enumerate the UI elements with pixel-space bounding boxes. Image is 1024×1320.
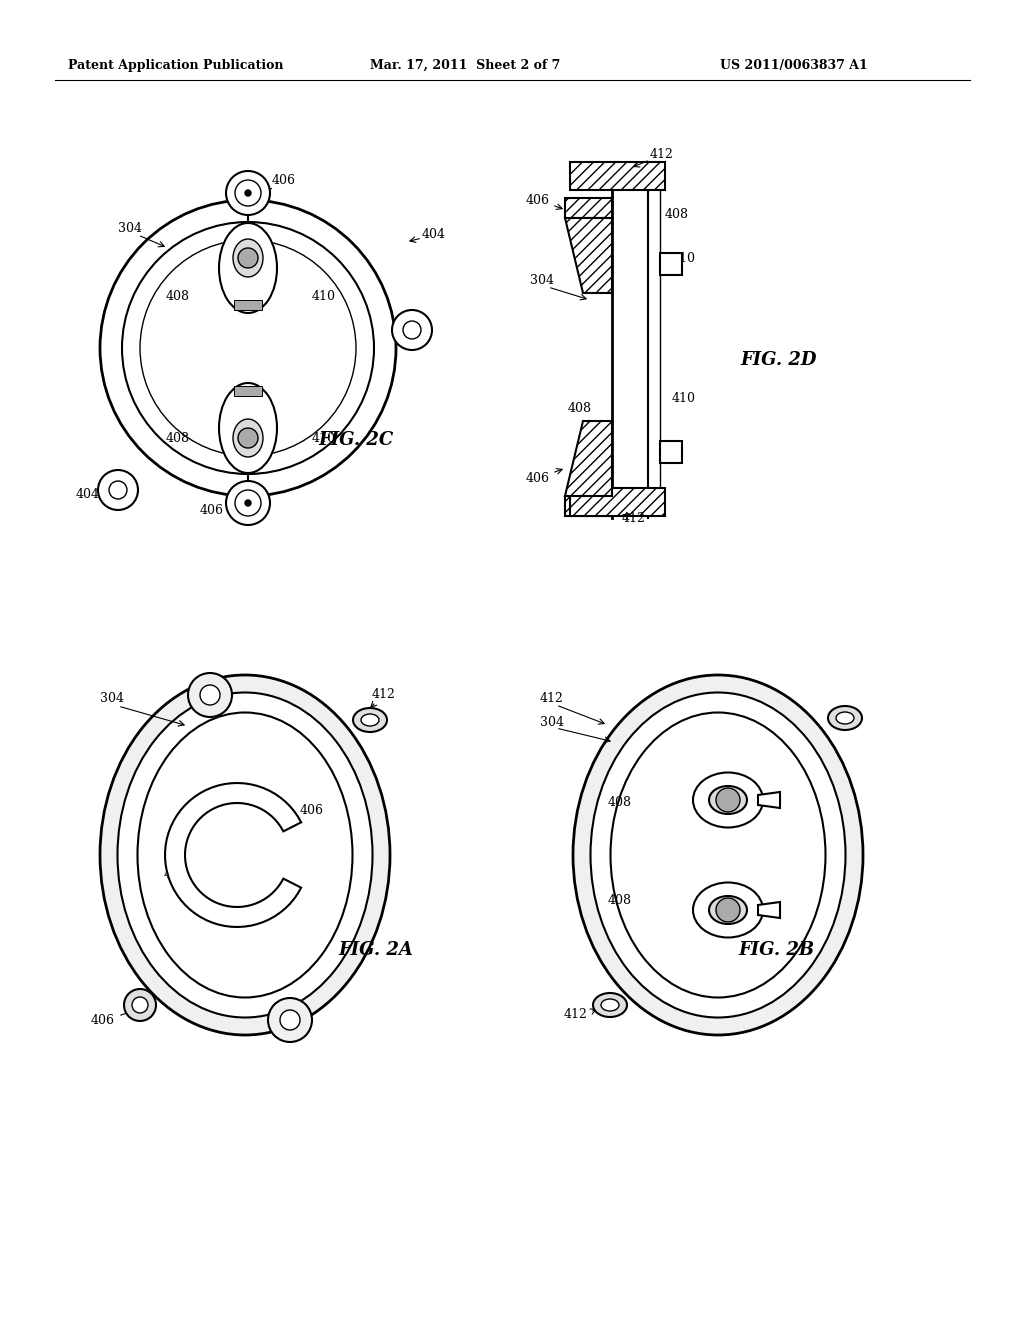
Circle shape [280, 1010, 300, 1030]
Polygon shape [565, 218, 612, 293]
Circle shape [100, 201, 396, 496]
Ellipse shape [836, 711, 854, 723]
Text: FIG. 2A: FIG. 2A [338, 941, 413, 960]
Circle shape [238, 248, 258, 268]
Text: 406: 406 [526, 471, 550, 484]
Text: 404: 404 [200, 676, 224, 689]
Text: 406: 406 [91, 1014, 115, 1027]
Text: Mar. 17, 2011  Sheet 2 of 7: Mar. 17, 2011 Sheet 2 of 7 [370, 58, 560, 71]
Ellipse shape [610, 713, 825, 998]
Text: 410: 410 [312, 289, 336, 302]
Ellipse shape [118, 693, 373, 1018]
Ellipse shape [137, 713, 352, 998]
Circle shape [716, 788, 740, 812]
Text: 406: 406 [300, 804, 324, 817]
Text: 404: 404 [268, 1006, 292, 1019]
Text: US 2011/0063837 A1: US 2011/0063837 A1 [720, 58, 867, 71]
Text: 406: 406 [526, 194, 550, 206]
Circle shape [268, 998, 312, 1041]
Text: FIG. 2B: FIG. 2B [738, 941, 814, 960]
Circle shape [392, 310, 432, 350]
Circle shape [716, 898, 740, 921]
Text: 408: 408 [568, 401, 592, 414]
Text: 408: 408 [665, 209, 689, 222]
Circle shape [188, 673, 232, 717]
Ellipse shape [361, 714, 379, 726]
Circle shape [245, 190, 251, 195]
Circle shape [109, 480, 127, 499]
Circle shape [234, 180, 261, 206]
Text: 410: 410 [672, 252, 696, 264]
Circle shape [226, 172, 270, 215]
Ellipse shape [709, 785, 746, 814]
Polygon shape [660, 253, 682, 275]
Ellipse shape [593, 993, 627, 1016]
Text: 406: 406 [272, 174, 296, 187]
Circle shape [132, 997, 148, 1012]
Text: 408: 408 [166, 432, 190, 445]
Text: 304: 304 [100, 692, 124, 705]
Ellipse shape [353, 708, 387, 733]
Text: 304: 304 [540, 715, 564, 729]
Polygon shape [570, 488, 665, 516]
Text: 408: 408 [166, 289, 190, 302]
Text: 412: 412 [540, 692, 564, 705]
Ellipse shape [233, 239, 263, 277]
Text: Patent Application Publication: Patent Application Publication [68, 58, 284, 71]
Polygon shape [565, 198, 612, 218]
Ellipse shape [573, 675, 863, 1035]
Text: 412: 412 [372, 689, 396, 701]
Ellipse shape [219, 223, 278, 313]
Text: 408: 408 [164, 869, 188, 882]
Text: 304: 304 [530, 273, 554, 286]
Ellipse shape [100, 675, 390, 1035]
Ellipse shape [591, 693, 846, 1018]
Circle shape [124, 989, 156, 1020]
Text: 406: 406 [200, 503, 224, 516]
Text: 404: 404 [76, 487, 100, 500]
Polygon shape [565, 421, 612, 496]
Polygon shape [660, 441, 682, 463]
Ellipse shape [693, 883, 763, 937]
Text: 410: 410 [672, 392, 696, 404]
Circle shape [234, 490, 261, 516]
Ellipse shape [709, 896, 746, 924]
Bar [234, 385, 262, 396]
Text: FIG. 2D: FIG. 2D [740, 351, 816, 370]
Polygon shape [758, 902, 780, 917]
Text: 408: 408 [608, 894, 632, 907]
Circle shape [226, 480, 270, 525]
Circle shape [200, 685, 220, 705]
Ellipse shape [219, 383, 278, 473]
Text: 404: 404 [422, 227, 446, 240]
Circle shape [122, 222, 374, 474]
Text: FIG. 2C: FIG. 2C [318, 432, 393, 449]
Polygon shape [570, 162, 665, 190]
Text: 412: 412 [622, 511, 646, 524]
Bar [234, 300, 262, 310]
Text: 304: 304 [118, 222, 142, 235]
Circle shape [238, 428, 258, 447]
Text: 412: 412 [650, 149, 674, 161]
Text: 410: 410 [312, 432, 336, 445]
Polygon shape [165, 783, 301, 927]
Polygon shape [758, 792, 780, 808]
Ellipse shape [233, 418, 263, 457]
Text: 412: 412 [564, 1008, 588, 1022]
Ellipse shape [601, 999, 618, 1011]
Circle shape [245, 500, 251, 506]
Ellipse shape [828, 706, 862, 730]
Circle shape [403, 321, 421, 339]
Polygon shape [565, 496, 612, 516]
Text: 408: 408 [608, 796, 632, 809]
Text: 410: 410 [738, 793, 762, 807]
Circle shape [98, 470, 138, 510]
Ellipse shape [693, 772, 763, 828]
Circle shape [140, 240, 356, 455]
